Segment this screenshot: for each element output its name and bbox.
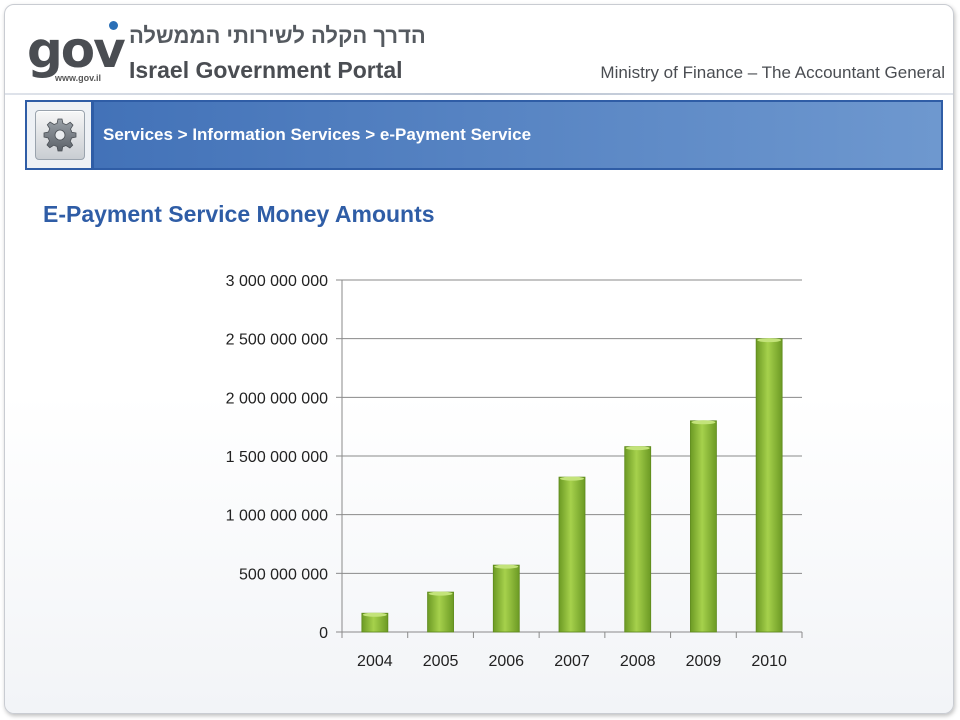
portal-header: gov www.gov.il הדרך הקלה לשירותי הממשלה …	[5, 5, 953, 95]
y-tick-label: 1 000 000 000	[226, 508, 328, 525]
bar-top-highlight	[494, 564, 519, 569]
x-tick-label: 2009	[686, 653, 722, 670]
header-divider	[5, 93, 953, 95]
ministry-name: Ministry of Finance – The Accountant Gen…	[600, 63, 945, 82]
gear-icon	[43, 118, 77, 152]
bar-2009	[690, 420, 717, 633]
bar-top-highlight	[691, 420, 716, 425]
portal-english-title: Israel Government Portal	[129, 57, 403, 83]
bar-top-highlight	[428, 591, 453, 596]
x-tick-label: 2008	[620, 653, 656, 670]
x-tick-label: 2004	[357, 653, 393, 670]
bar-top-highlight	[560, 476, 584, 481]
bar-2005	[427, 591, 454, 633]
y-tick-label: 1 500 000 000	[226, 449, 328, 466]
page-title: E-Payment Service Money Amounts	[43, 201, 435, 227]
logo-url: www.gov.il	[55, 73, 102, 83]
bar-top-highlight	[625, 446, 650, 451]
bar-chart: 0 500 000 000 1 000 000 000 1 500 000 000 2 …	[226, 273, 803, 670]
y-tick-label: 500 000 000	[239, 566, 328, 583]
gear-box	[27, 102, 94, 168]
slide-frame: gov www.gov.il הדרך הקלה לשירותי הממשלה …	[4, 4, 954, 714]
x-tick-label: 2007	[554, 653, 590, 670]
logo-dot	[109, 21, 118, 30]
gov-logo[interactable]: gov	[27, 21, 126, 79]
y-tick-label: 2 000 000 000	[226, 390, 328, 407]
bar-2007	[558, 476, 586, 633]
bar-2010	[755, 338, 783, 633]
bar-2008	[624, 446, 652, 633]
settings-button[interactable]	[35, 110, 85, 160]
breadcrumb: Services > Information Services > e-Paym…	[25, 100, 943, 170]
x-tick-label: 2010	[751, 653, 787, 670]
portal-hebrew-title: הדרך הקלה לשירותי הממשלה	[129, 23, 426, 48]
breadcrumb-text[interactable]: Services > Information Services > e-Paym…	[103, 125, 532, 144]
bar-top-highlight	[757, 338, 782, 343]
bar-top-highlight	[362, 612, 387, 617]
bar-2006	[492, 564, 520, 633]
x-tick-label: 2005	[423, 653, 459, 670]
y-tick-label: 3 000 000 000	[226, 273, 328, 290]
y-tick-label: 2 500 000 000	[226, 332, 328, 349]
x-tick-label: 2006	[488, 653, 524, 670]
y-tick-label: 0	[319, 625, 328, 642]
